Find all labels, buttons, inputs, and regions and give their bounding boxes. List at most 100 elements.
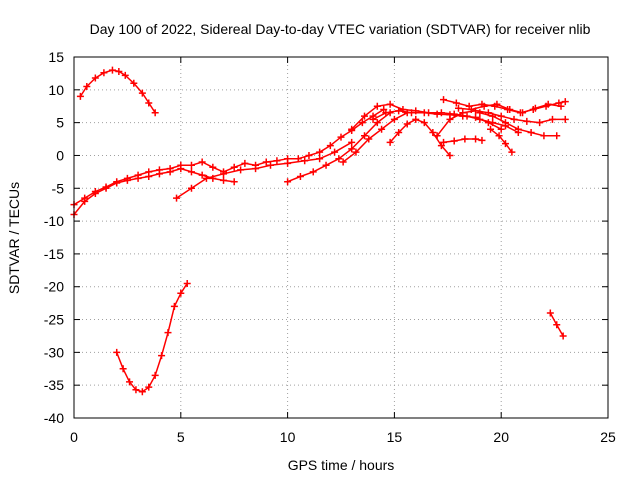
data-point xyxy=(472,113,480,121)
data-point xyxy=(309,168,317,176)
data-point xyxy=(316,148,324,156)
data-point xyxy=(284,178,292,186)
data-point xyxy=(527,128,535,136)
data-point xyxy=(237,166,245,174)
data-point xyxy=(386,138,394,146)
data-point xyxy=(151,109,159,117)
data-point xyxy=(454,104,462,112)
data-point xyxy=(220,176,228,184)
data-point xyxy=(337,133,345,141)
x-tick-label: 15 xyxy=(387,429,403,445)
data-point xyxy=(386,100,394,108)
data-point xyxy=(170,302,178,310)
data-point xyxy=(130,79,138,87)
series-upper-band-b xyxy=(369,107,505,133)
data-point xyxy=(553,321,561,329)
data-point xyxy=(369,115,377,123)
data-point xyxy=(489,112,497,120)
data-point xyxy=(230,178,238,186)
data-point xyxy=(484,119,492,127)
x-tick-label: 10 xyxy=(280,429,296,445)
data-point xyxy=(480,102,488,110)
y-axis-label: SDTVAR / TECUs xyxy=(6,182,22,294)
series-line xyxy=(73,167,235,216)
series-late-band-d xyxy=(476,109,561,140)
y-tick-label: -15 xyxy=(44,246,64,262)
data-point xyxy=(446,115,454,123)
x-tick-label: 25 xyxy=(600,429,616,445)
data-point xyxy=(301,157,309,165)
y-tick-label: -25 xyxy=(44,312,64,328)
data-point xyxy=(548,115,556,123)
data-point xyxy=(459,109,467,117)
data-point xyxy=(262,158,270,166)
plot-frame xyxy=(73,56,609,419)
data-point xyxy=(540,132,548,140)
data-point xyxy=(440,96,448,104)
data-point xyxy=(252,165,260,173)
data-point xyxy=(339,158,347,166)
data-point xyxy=(138,89,146,97)
y-tick-label: 5 xyxy=(56,115,64,131)
series-line xyxy=(389,118,451,157)
data-point xyxy=(151,371,159,379)
data-point xyxy=(508,148,516,156)
y-tick-label: -20 xyxy=(44,279,64,295)
data-point xyxy=(390,115,398,123)
series-main-trend xyxy=(70,106,388,209)
data-point xyxy=(102,184,110,192)
data-point xyxy=(437,109,445,117)
x-tick-label: 0 xyxy=(70,429,78,445)
data-point xyxy=(155,170,163,178)
y-tick-label: -40 xyxy=(44,410,64,426)
data-point xyxy=(536,119,544,127)
y-tick-label: -10 xyxy=(44,213,64,229)
data-point xyxy=(121,71,129,79)
data-point xyxy=(119,365,127,373)
data-point xyxy=(493,100,501,108)
data-point xyxy=(365,135,373,143)
data-point xyxy=(326,142,334,150)
series-arc-late-negative xyxy=(546,309,567,340)
data-point xyxy=(378,125,386,133)
data-point xyxy=(126,378,134,386)
data-point xyxy=(83,83,91,91)
y-tick-label: -5 xyxy=(52,180,65,196)
data-point xyxy=(412,115,420,123)
data-point xyxy=(123,176,131,184)
data-point xyxy=(91,74,99,82)
data-point xyxy=(433,132,441,140)
data-point xyxy=(166,168,174,176)
y-tick-label: 10 xyxy=(48,82,64,98)
data-point xyxy=(183,279,191,287)
data-point xyxy=(553,132,561,140)
data-point xyxy=(352,148,360,156)
data-point xyxy=(305,151,313,159)
data-point xyxy=(440,138,448,146)
data-point xyxy=(322,161,330,169)
data-point xyxy=(510,115,518,123)
data-point xyxy=(164,329,172,337)
data-point xyxy=(145,383,153,391)
data-point xyxy=(100,69,108,77)
y-tick-label: -35 xyxy=(44,377,64,393)
data-point xyxy=(209,163,217,171)
data-point xyxy=(138,388,146,396)
data-point xyxy=(348,145,356,153)
data-point xyxy=(561,115,569,123)
data-point xyxy=(115,67,123,75)
data-point xyxy=(145,99,153,107)
series-line xyxy=(489,128,513,153)
data-point xyxy=(395,128,403,136)
series-mid-band-b xyxy=(284,109,394,186)
data-point xyxy=(358,119,366,127)
data-point xyxy=(284,159,292,167)
data-point xyxy=(519,109,527,117)
data-point xyxy=(187,161,195,169)
series-late-band-b xyxy=(454,100,565,117)
data-point xyxy=(429,128,437,136)
x-tick-label: 5 xyxy=(177,429,185,445)
data-point xyxy=(267,161,275,169)
series-lower-band xyxy=(70,165,238,219)
data-point xyxy=(420,109,428,117)
